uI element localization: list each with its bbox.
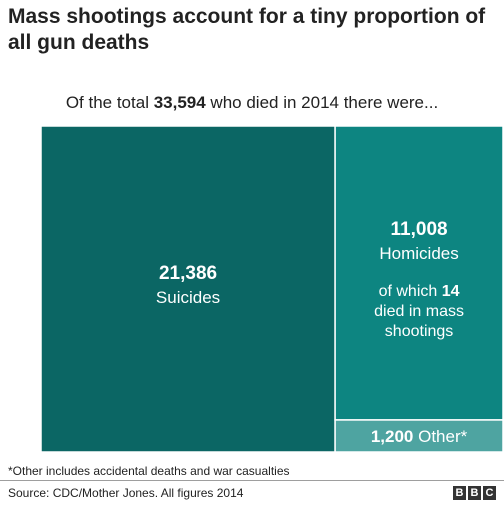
logo-letter-b2: B (468, 486, 481, 500)
homicides-name-label: Homicides (379, 244, 458, 263)
source-note: Source: CDC/Mother Jones. All figures 20… (8, 486, 244, 500)
suicides-value-label: 21,386 (159, 263, 217, 284)
logo-letter-c: C (483, 486, 496, 500)
suicides-cell (40, 125, 336, 453)
homicides-note-line2: died in mass (374, 303, 464, 320)
homicides-value-label: 11,008 (391, 219, 448, 240)
suicides-name-label: Suicides (156, 288, 220, 307)
homicides-cell (334, 125, 504, 421)
homicides-note-line3: shootings (385, 323, 454, 340)
intro-before: Of the total (65, 93, 154, 112)
bbc-logo: B B C (453, 486, 496, 500)
other-label: 1,200 Other* (371, 427, 468, 446)
divider (0, 480, 504, 481)
intro-text: Of the total 33,594 who died in 2014 the… (0, 92, 504, 114)
footnote: *Other includes accidental deaths and wa… (8, 464, 290, 478)
homicides-note-line1: of which 14 (379, 283, 460, 300)
chart-title: Mass shootings account for a tiny propor… (8, 5, 486, 54)
other-cell (334, 419, 504, 453)
intro-total: 33,594 (153, 93, 206, 112)
logo-letter-b1: B (453, 486, 466, 500)
intro-after: who died in 2014 there were... (205, 93, 439, 112)
